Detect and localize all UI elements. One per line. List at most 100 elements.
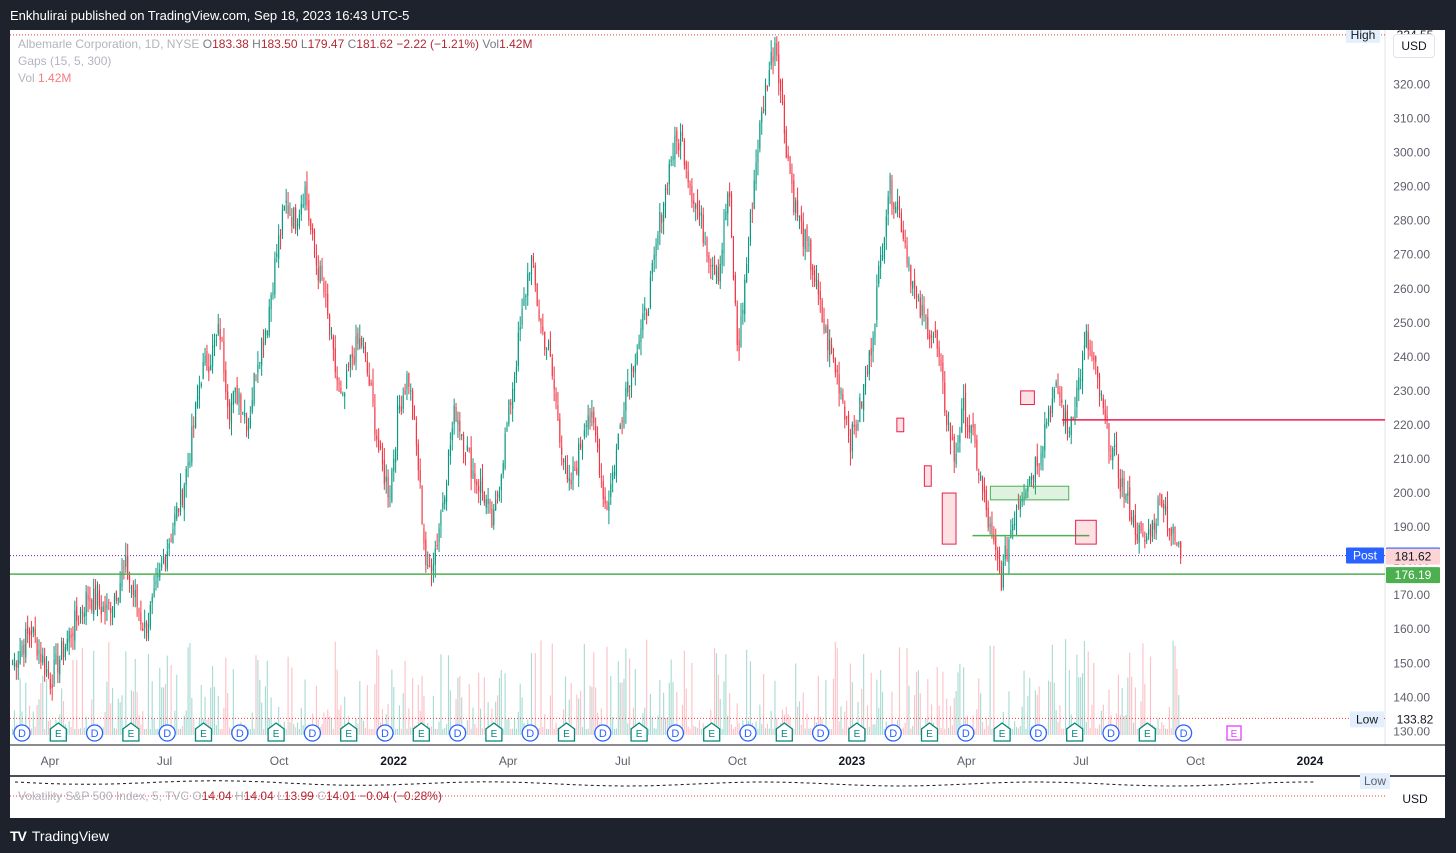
price-chart[interactable]: 130.00140.00150.00160.00170.00180.00190.… <box>10 30 1445 818</box>
vix-low-tag-bg <box>1360 773 1390 789</box>
candle-body <box>336 375 338 381</box>
volume-bar <box>623 678 625 735</box>
volume-bar <box>1083 641 1086 735</box>
volume-bar <box>655 728 657 735</box>
candle-body <box>555 392 557 402</box>
currency-button[interactable]: USD <box>1393 34 1435 58</box>
candle-body <box>396 406 399 450</box>
candle-body <box>1093 356 1095 360</box>
candle-body <box>202 361 204 380</box>
volume-bar <box>1065 639 1067 735</box>
volume-bar <box>846 700 848 735</box>
candle-body <box>855 424 857 431</box>
volume-bar <box>478 672 480 735</box>
candle-body <box>1089 347 1091 349</box>
volume-bar <box>266 660 268 735</box>
volume-bar <box>836 648 838 735</box>
volume-bar <box>423 695 425 735</box>
candle-body <box>61 641 63 660</box>
candle-body <box>859 397 861 422</box>
tradingview-logo[interactable]: TV TradingView <box>10 828 109 844</box>
volume-bar <box>851 682 853 735</box>
volume-bar <box>381 709 384 735</box>
volume-bar <box>691 663 693 735</box>
volume-bar <box>204 696 206 735</box>
volume-bar <box>627 723 629 735</box>
volume-bar <box>781 709 784 735</box>
dividend-icon <box>1102 724 1120 742</box>
volume-bar <box>487 702 489 735</box>
volume-bar <box>676 691 678 735</box>
candle-body <box>406 374 408 390</box>
volume-bar <box>76 659 78 735</box>
volume-bar <box>570 683 572 735</box>
candle-body <box>1051 398 1053 414</box>
volume-bar <box>210 687 212 735</box>
candle-body <box>547 344 550 346</box>
volume-bar <box>459 676 461 735</box>
volume-bar <box>883 728 885 735</box>
candle-body <box>346 371 348 389</box>
volume-bar <box>825 680 827 735</box>
volume-bar <box>983 728 985 735</box>
volume-bar <box>919 693 921 735</box>
candle-body <box>410 390 412 392</box>
volume-bar <box>140 724 142 735</box>
candle-body <box>1015 511 1018 526</box>
volume-bar <box>951 725 953 735</box>
candle-body <box>291 217 293 227</box>
currency-button-lower[interactable]: USD <box>1402 792 1428 806</box>
candle-body <box>1078 377 1080 391</box>
candle-body <box>145 622 148 634</box>
candle-body <box>274 258 276 295</box>
volume-bar <box>398 705 400 735</box>
level-tag-bg <box>1386 567 1440 584</box>
candle-body <box>70 634 72 638</box>
volume-bar <box>710 709 712 735</box>
candle-body <box>502 463 504 475</box>
symbol-legend: Albemarle Corporation, 1D, NYSE O183.38 … <box>18 36 532 87</box>
earnings-label: E <box>128 729 135 740</box>
candle-body <box>404 390 406 394</box>
volume-bar <box>270 697 272 735</box>
volume-bar <box>585 728 587 735</box>
candle-body <box>498 491 501 498</box>
volume-bar <box>795 663 797 735</box>
candle-body <box>1068 431 1070 433</box>
dividend-icon <box>231 724 249 742</box>
candle-body <box>476 481 478 486</box>
candle-body <box>780 80 782 91</box>
candle-body <box>668 163 670 185</box>
dividend-label: D <box>454 728 462 740</box>
volume-bar <box>47 721 49 735</box>
volume-bar <box>212 666 214 735</box>
candle-body <box>621 420 623 423</box>
candle-body <box>253 373 255 404</box>
volume-bar <box>34 726 36 735</box>
volume-bar <box>185 710 187 735</box>
candle-body <box>25 629 27 658</box>
candle-body <box>98 590 100 607</box>
candle-body <box>187 462 189 467</box>
volume-bar <box>944 728 946 735</box>
earnings-icon <box>267 722 285 742</box>
chart-area[interactable]: 130.00140.00150.00160.00170.00180.00190.… <box>10 30 1445 818</box>
volume-bar <box>130 690 133 735</box>
candle-body <box>521 308 523 325</box>
dividend-icon <box>1029 724 1048 742</box>
volume-bar <box>61 688 63 735</box>
candle-body <box>238 392 240 403</box>
candle-body <box>710 265 712 267</box>
volume-bar <box>147 653 150 735</box>
candle-body <box>589 417 591 423</box>
volume-bar <box>378 655 380 735</box>
volume-bar <box>693 725 695 735</box>
candle-body <box>438 528 440 543</box>
candle-body <box>1151 520 1153 537</box>
change-value: −2.22 (−1.21%) <box>396 37 480 51</box>
candle-body <box>646 311 648 317</box>
candle-body <box>489 501 491 505</box>
candle-body <box>19 651 21 664</box>
volume-bar <box>289 722 291 735</box>
volume-bar <box>764 728 767 735</box>
